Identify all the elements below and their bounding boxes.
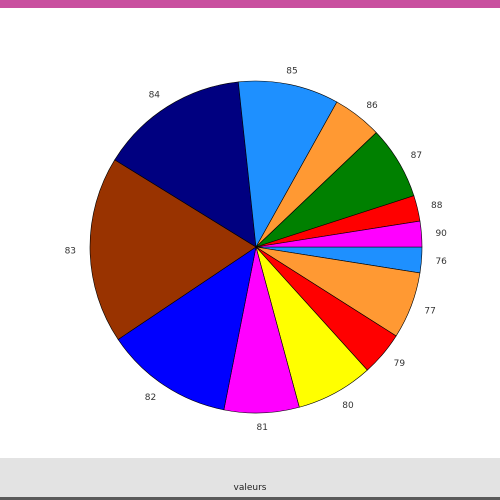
pie-label-88: 88 [431, 201, 443, 211]
x-axis-area: valeurs [0, 458, 500, 497]
top-accent-bar [0, 0, 500, 8]
x-axis-label: valeurs [233, 483, 267, 493]
pie-label-81: 81 [256, 423, 267, 433]
pie-label-77: 77 [424, 307, 435, 317]
pie-slice-85 [237, 80, 338, 248]
pie-label-82: 82 [145, 393, 156, 403]
pie-slice-84 [114, 81, 257, 248]
pie-label-79: 79 [394, 359, 406, 369]
bottom-edge [0, 497, 500, 500]
pie-slice-90 [255, 220, 423, 248]
pie-slices [89, 80, 423, 414]
pie-label-90: 90 [435, 229, 447, 239]
pie-slice-82 [117, 246, 257, 411]
pie-label-76: 76 [435, 257, 447, 267]
pie-labels: 76 77 79 80 81 82 83 84 85 86 87 88 90 [65, 67, 448, 433]
pie-label-87: 87 [411, 151, 422, 161]
pie-label-83: 83 [65, 246, 76, 256]
pie-chart: 76 77 79 80 81 82 83 84 85 86 87 88 90 [65, 67, 448, 433]
pie-label-84: 84 [149, 91, 161, 101]
pie-slice-83 [89, 159, 257, 340]
pie-label-86: 86 [366, 101, 378, 111]
pie-label-80: 80 [342, 401, 354, 411]
pie-label-85: 85 [286, 67, 297, 77]
